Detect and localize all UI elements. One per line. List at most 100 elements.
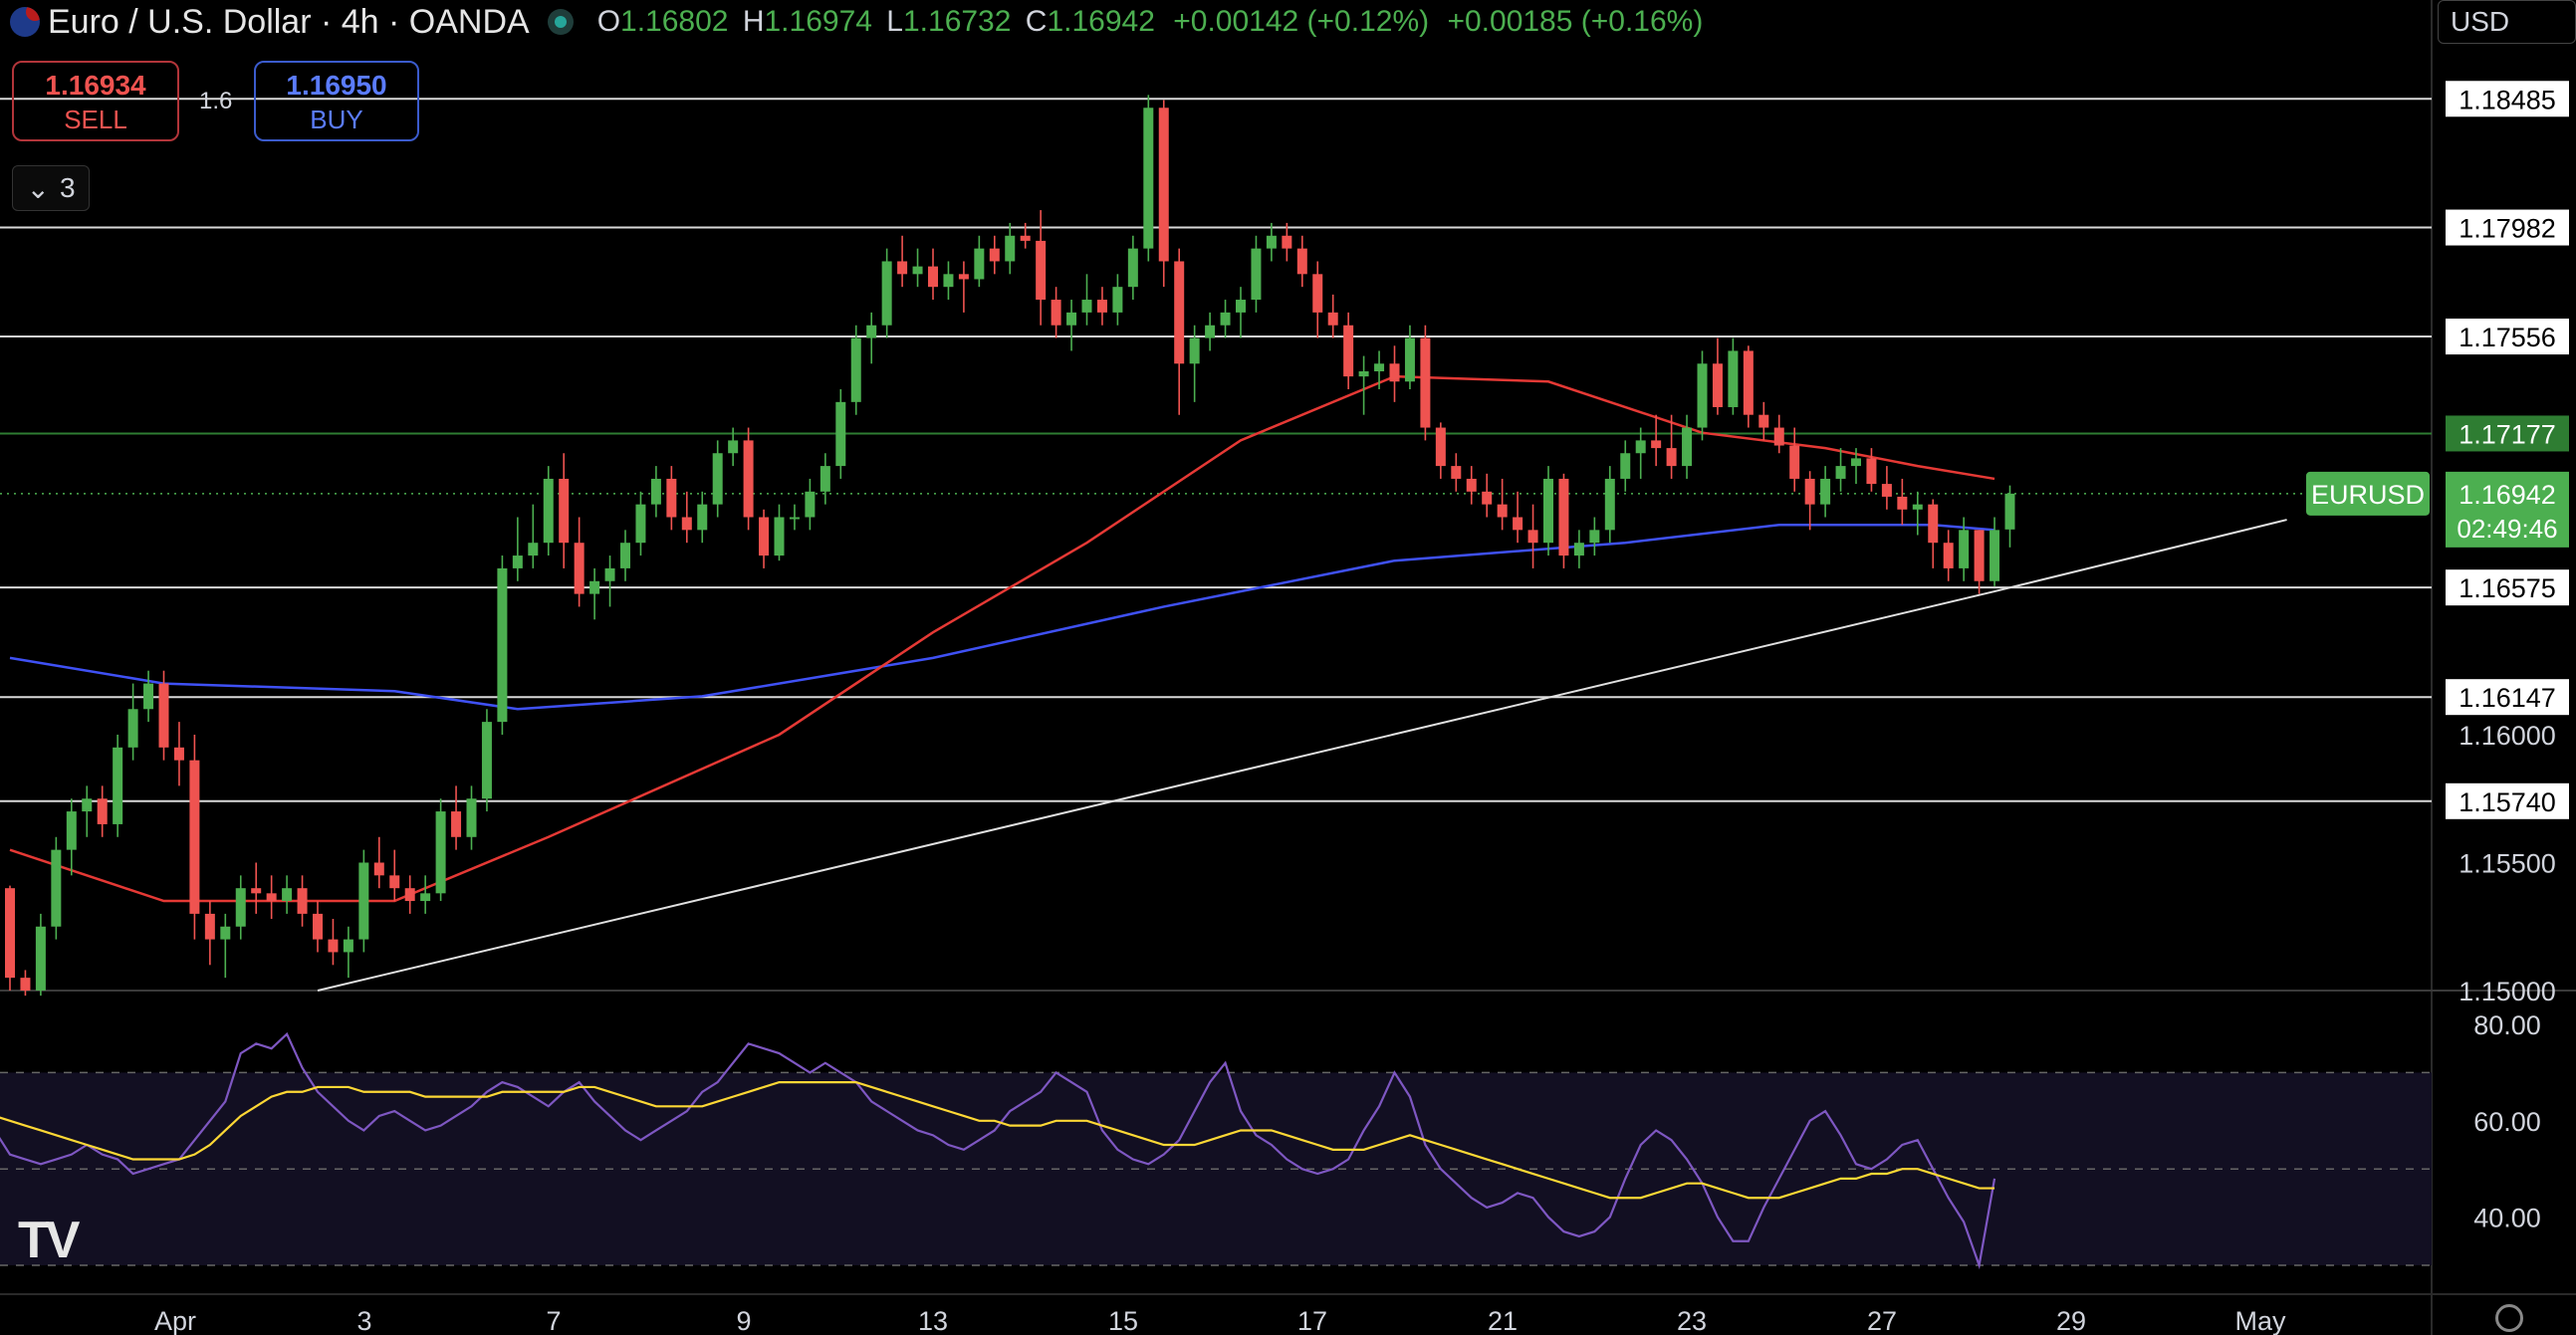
candle[interactable] — [435, 798, 446, 902]
candle[interactable] — [1482, 473, 1493, 518]
candle[interactable] — [774, 504, 785, 561]
candle[interactable] — [1527, 504, 1538, 568]
candle[interactable] — [1282, 222, 1292, 262]
candle[interactable] — [974, 235, 985, 288]
candle[interactable] — [282, 875, 293, 914]
candle[interactable] — [805, 478, 816, 531]
candle[interactable] — [1466, 466, 1477, 505]
candle[interactable] — [989, 235, 1000, 275]
candle[interactable] — [943, 261, 954, 301]
candle[interactable] — [1312, 261, 1323, 338]
candle[interactable] — [1081, 274, 1092, 326]
candle[interactable] — [1912, 491, 1923, 536]
candle[interactable] — [1158, 100, 1169, 288]
candle[interactable] — [1543, 466, 1553, 556]
candle[interactable] — [1420, 325, 1431, 441]
candle[interactable] — [1943, 530, 1954, 581]
candle[interactable] — [127, 683, 138, 761]
candle[interactable] — [1005, 222, 1016, 275]
candle[interactable] — [1451, 453, 1462, 492]
candle[interactable] — [1558, 473, 1569, 568]
candle[interactable] — [1205, 312, 1216, 351]
candle[interactable] — [620, 530, 630, 581]
candle[interactable] — [1743, 345, 1754, 428]
candle[interactable] — [712, 440, 723, 518]
candle[interactable] — [5, 885, 15, 991]
candle[interactable] — [328, 919, 339, 966]
candle[interactable] — [481, 709, 492, 812]
candle[interactable] — [1343, 312, 1354, 389]
sell-button[interactable]: 1.16934 SELL — [12, 61, 179, 141]
trendline[interactable] — [317, 519, 2287, 992]
candle[interactable] — [173, 722, 184, 786]
candle[interactable] — [635, 491, 646, 556]
candle[interactable] — [451, 785, 462, 850]
candle[interactable] — [1497, 478, 1508, 531]
candle[interactable] — [1066, 300, 1077, 351]
candle[interactable] — [1296, 235, 1307, 288]
candle[interactable] — [113, 734, 123, 837]
candle[interactable] — [313, 901, 323, 953]
candle[interactable] — [1990, 517, 2000, 586]
candle[interactable] — [1096, 287, 1107, 326]
candle[interactable] — [528, 504, 539, 568]
candle[interactable] — [1112, 274, 1123, 326]
candle[interactable] — [681, 491, 692, 544]
candle[interactable] — [1851, 448, 1861, 485]
candle[interactable] — [497, 556, 508, 735]
candle[interactable] — [1820, 466, 1831, 518]
candle[interactable] — [189, 734, 200, 940]
candle[interactable] — [97, 785, 108, 837]
candle[interactable] — [1682, 414, 1693, 479]
indicators-toggle-button[interactable]: ⌄ 3 — [12, 165, 90, 211]
candle[interactable] — [1666, 414, 1677, 479]
candle[interactable] — [51, 836, 62, 940]
candle[interactable] — [1251, 235, 1262, 313]
candle[interactable] — [1573, 530, 1584, 568]
candle[interactable] — [850, 325, 861, 415]
candle[interactable] — [1959, 517, 1970, 581]
candle[interactable] — [835, 388, 846, 479]
candle[interactable] — [666, 466, 677, 531]
candle[interactable] — [1051, 287, 1061, 338]
candle[interactable] — [1974, 530, 1985, 594]
candle[interactable] — [204, 901, 215, 966]
candle[interactable] — [1635, 427, 1646, 479]
candle[interactable] — [1651, 414, 1662, 467]
candle[interactable] — [266, 875, 277, 920]
candle[interactable] — [1266, 222, 1277, 262]
candle[interactable] — [2004, 485, 2015, 548]
candle[interactable] — [1620, 440, 1631, 492]
candle[interactable] — [1020, 222, 1031, 249]
candle[interactable] — [897, 235, 908, 288]
candle[interactable] — [512, 517, 523, 581]
candle[interactable] — [1143, 95, 1154, 262]
candle[interactable] — [1866, 448, 1877, 492]
market-status-icon[interactable] — [547, 9, 574, 35]
candle[interactable] — [1327, 294, 1338, 338]
candle[interactable] — [389, 849, 400, 902]
candle[interactable] — [574, 517, 585, 607]
candle[interactable] — [20, 970, 31, 997]
candle[interactable] — [881, 248, 892, 338]
candle[interactable] — [1389, 345, 1400, 402]
buy-button[interactable]: 1.16950 BUY — [254, 61, 419, 141]
candle[interactable] — [1174, 248, 1185, 415]
candle[interactable] — [866, 312, 877, 364]
candle[interactable] — [1036, 210, 1047, 326]
candle[interactable] — [1789, 427, 1800, 492]
candle[interactable] — [743, 427, 754, 531]
candle[interactable] — [1513, 491, 1523, 544]
candle[interactable] — [1897, 478, 1908, 526]
candle[interactable] — [1758, 401, 1769, 441]
candle[interactable] — [1374, 350, 1385, 389]
candle[interactable] — [158, 670, 169, 761]
candle[interactable] — [604, 556, 615, 607]
candle[interactable] — [1127, 235, 1138, 301]
candle[interactable] — [143, 670, 154, 723]
candle[interactable] — [220, 913, 231, 979]
candle[interactable] — [1220, 300, 1231, 338]
candle[interactable] — [1712, 337, 1723, 415]
settings-gear-icon[interactable] — [2495, 1304, 2523, 1332]
